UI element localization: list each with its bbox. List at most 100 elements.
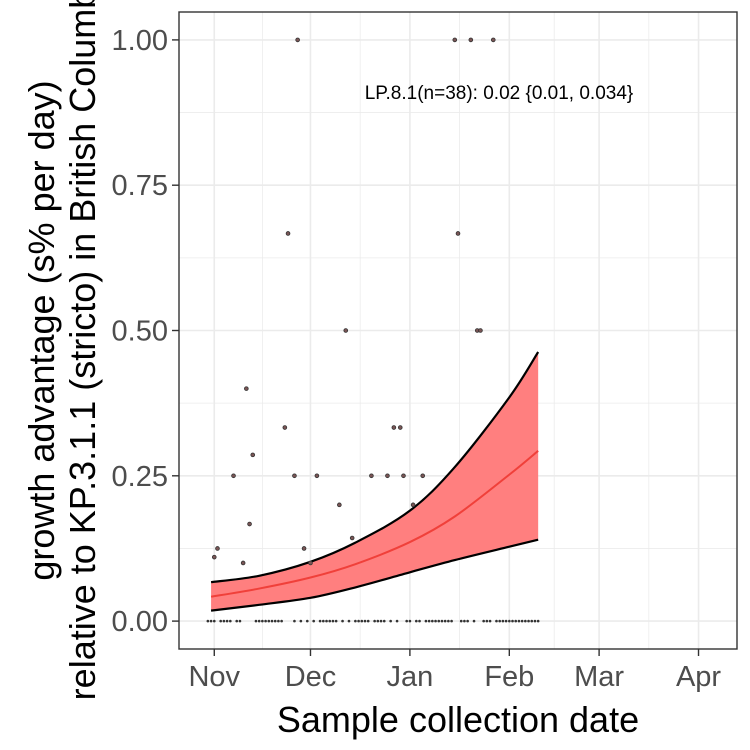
data-point <box>397 425 403 430</box>
zero-data-point <box>331 619 335 623</box>
zero-data-point <box>395 619 399 623</box>
data-point <box>247 521 252 527</box>
zero-data-point <box>341 619 344 623</box>
zero-data-point <box>366 619 370 623</box>
zero-data-point <box>533 619 537 623</box>
zero-data-point <box>498 619 501 623</box>
zero-data-point <box>434 619 437 623</box>
zero-data-point <box>209 619 213 623</box>
fit-line <box>210 450 539 598</box>
y-axis-title-line-1: growth advantage (s% per day) <box>21 80 62 580</box>
y-tick-label: 1.00 <box>112 25 168 57</box>
zero-data-point <box>270 619 274 623</box>
y-axis-title-line-2: relative to KP.3.1.1 (stricto) in Britis… <box>62 0 103 700</box>
zero-data-point <box>508 619 511 623</box>
zero-data-point <box>443 619 447 623</box>
data-point <box>410 502 416 508</box>
zero-data-point <box>357 619 360 623</box>
x-tick-label: Apr <box>676 661 721 693</box>
data-point <box>455 231 461 236</box>
data-point <box>295 37 300 43</box>
x-axis-ticks: Nov Dec Jan Feb Mar Apr <box>188 649 721 693</box>
data-point <box>314 473 320 479</box>
zero-data-point <box>379 619 383 623</box>
data-point <box>391 425 397 430</box>
zero-data-point <box>212 619 216 623</box>
zero-data-point <box>325 619 328 623</box>
data-point <box>285 231 291 236</box>
y-axis-ticks: 0.00 0.25 0.50 0.75 1.00 <box>112 25 179 638</box>
zero-data-point <box>405 619 408 623</box>
zero-data-point <box>459 619 463 623</box>
confidence-ribbon <box>211 352 539 611</box>
data-point <box>337 502 342 508</box>
zero-data-point <box>501 619 505 623</box>
data-point <box>211 554 217 560</box>
zero-data-point <box>376 619 380 623</box>
zero-data-point <box>517 619 521 623</box>
data-point <box>369 473 374 479</box>
zero-data-point <box>219 619 222 623</box>
zero-data-point <box>347 619 351 623</box>
data-point <box>240 560 246 566</box>
zero-data-point <box>424 619 428 623</box>
zero-data-point <box>261 619 264 623</box>
zero-data-point <box>504 619 508 623</box>
data-point <box>308 560 313 566</box>
zero-data-point <box>488 619 492 623</box>
zero-data-point <box>277 619 280 623</box>
zero-data-point <box>257 619 261 623</box>
data-point <box>468 37 474 43</box>
data-point <box>231 473 236 479</box>
zero-data-point <box>527 619 530 623</box>
zero-data-point <box>225 619 229 623</box>
zero-data-point <box>382 619 386 623</box>
zero-data-point <box>354 619 357 623</box>
y-tick-label: 0.75 <box>112 170 168 202</box>
zero-data-point <box>334 619 338 623</box>
zero-data-point <box>463 619 466 623</box>
zero-data-point <box>363 619 367 623</box>
zero-data-point <box>415 619 418 623</box>
data-point <box>385 473 390 479</box>
zero-data-point <box>485 619 489 623</box>
data-point <box>401 473 406 479</box>
zero-data-point <box>267 619 271 623</box>
y-tick-label: 0.50 <box>112 316 168 348</box>
zero-data-point <box>450 619 453 623</box>
data-point <box>215 546 220 551</box>
zero-data-point <box>360 619 364 623</box>
data-point <box>452 37 458 43</box>
zero-data-point <box>273 619 277 623</box>
x-tick-label: Mar <box>574 661 624 693</box>
data-points <box>206 37 540 623</box>
zero-data-point <box>514 619 518 623</box>
zero-data-point <box>264 619 267 623</box>
zero-data-point <box>280 619 283 623</box>
x-tick-label: Jan <box>387 661 434 693</box>
zero-data-point <box>495 619 498 623</box>
data-point <box>420 473 426 479</box>
zero-data-point <box>440 619 444 623</box>
zero-data-point <box>235 619 239 623</box>
zero-data-point <box>322 619 325 623</box>
zero-data-point <box>312 619 315 623</box>
zero-data-point <box>520 619 524 623</box>
zero-data-point <box>238 619 242 623</box>
x-axis-title: Sample collection date <box>277 699 639 740</box>
zero-data-point <box>408 619 412 623</box>
data-point <box>244 386 249 391</box>
zero-data-point <box>472 619 476 623</box>
zero-data-point <box>431 619 434 623</box>
data-point <box>478 328 483 333</box>
zero-data-point <box>229 619 232 623</box>
data-point <box>250 452 256 458</box>
zero-data-point <box>437 619 441 623</box>
data-point <box>490 37 496 43</box>
zero-data-point <box>206 619 210 623</box>
zero-data-point <box>389 619 392 623</box>
zero-data-point <box>482 619 485 623</box>
zero-data-point <box>536 619 540 623</box>
x-tick-label: Nov <box>188 661 240 693</box>
